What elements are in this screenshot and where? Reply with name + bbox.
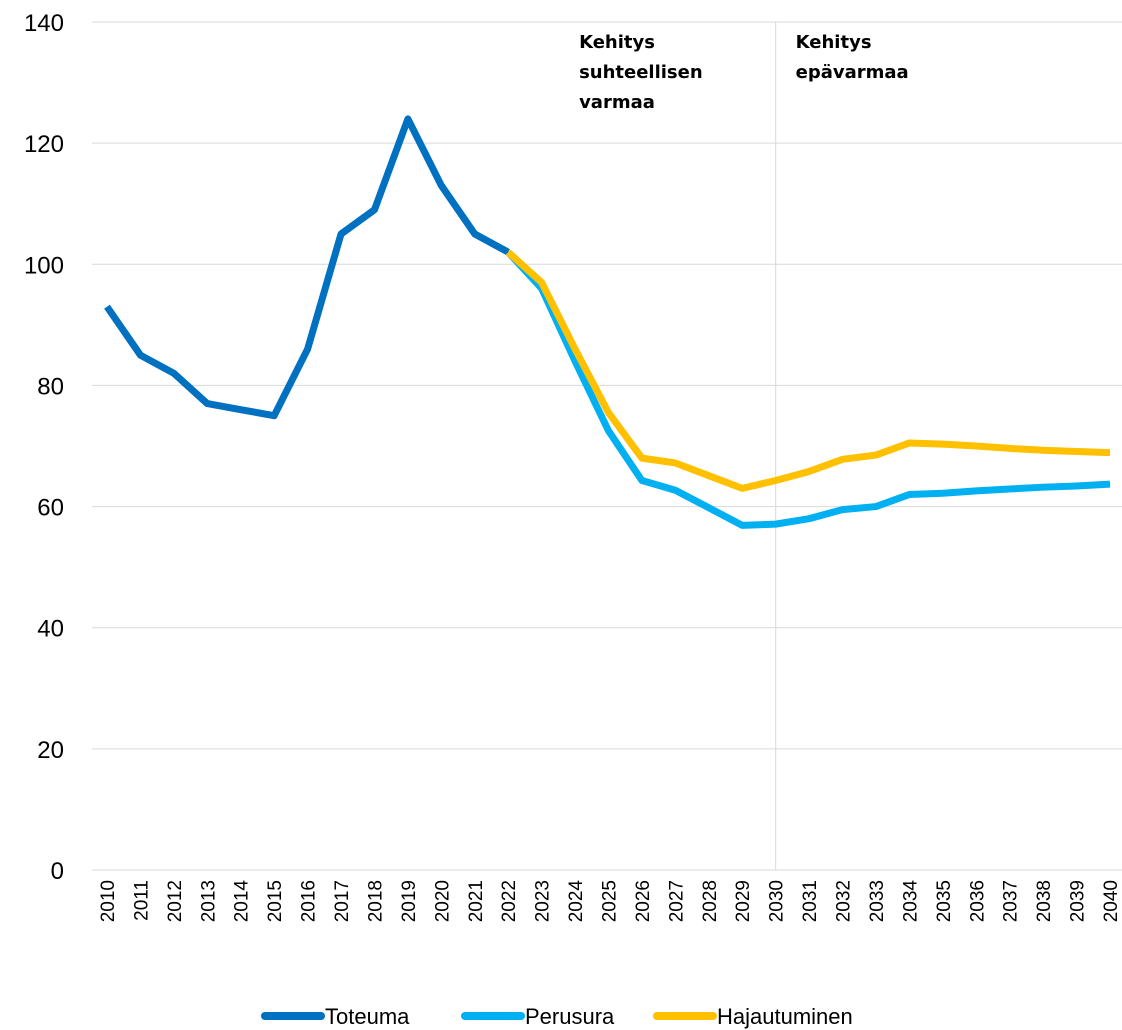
- x-tick-label: 2037: [1001, 880, 1022, 922]
- annotation: epävarmaa: [796, 62, 909, 83]
- x-tick-label: 2028: [700, 880, 721, 922]
- series-line: [505, 249, 1111, 492]
- y-tick-label: 80: [37, 373, 64, 400]
- x-tick-label: 2025: [600, 880, 621, 922]
- x-tick-label: 2015: [265, 880, 286, 922]
- x-tick-label: 2019: [399, 880, 420, 922]
- y-tick-label: 120: [24, 131, 64, 158]
- annotation: varmaa: [579, 92, 655, 113]
- x-tick-label: 2024: [566, 880, 587, 923]
- x-tick-label: 2022: [499, 880, 520, 922]
- y-tick-label: 100: [24, 252, 64, 279]
- x-tick-label: 2032: [834, 880, 855, 922]
- x-tick-label: 2034: [900, 880, 921, 923]
- series-line: [104, 115, 510, 420]
- y-tick-label: 60: [37, 495, 64, 522]
- legend-label: Perusura: [525, 1004, 615, 1029]
- series-line: [505, 249, 1111, 529]
- x-tick-label: 2011: [131, 880, 152, 921]
- x-tick-label: 2030: [767, 880, 788, 922]
- x-tick-label: 2035: [934, 880, 955, 922]
- y-tick-label: 20: [37, 737, 64, 764]
- x-tick-label: 2029: [733, 880, 754, 922]
- legend-label: Hajautuminen: [717, 1004, 853, 1029]
- x-tick-label: 2036: [967, 880, 988, 922]
- annotation: Kehitys: [579, 32, 655, 53]
- annotation: suhteellisen: [579, 62, 703, 83]
- x-tick-label: 2014: [232, 880, 253, 923]
- x-tick-label: 2033: [867, 880, 888, 922]
- x-tick-label: 2040: [1101, 880, 1122, 922]
- y-tick-label: 140: [24, 10, 64, 37]
- x-tick-label: 2027: [666, 880, 687, 922]
- x-tick-label: 2010: [98, 880, 119, 922]
- y-tick-label: 0: [51, 858, 64, 885]
- x-tick-label: 2026: [633, 880, 654, 922]
- x-tick-label: 2023: [533, 880, 554, 922]
- y-tick-label: 40: [37, 616, 64, 643]
- x-tick-label: 2018: [365, 880, 386, 922]
- x-tick-label: 2039: [1068, 880, 1089, 922]
- legend-label: Toteuma: [325, 1004, 410, 1029]
- x-tick-label: 2017: [332, 880, 353, 922]
- annotation: Kehitys: [796, 32, 872, 53]
- x-tick-label: 2038: [1034, 880, 1055, 922]
- x-tick-label: 2031: [800, 880, 821, 922]
- x-tick-label: 2021: [466, 880, 487, 922]
- x-tick-label: 2020: [432, 880, 453, 922]
- x-tick-label: 2016: [299, 880, 320, 922]
- x-tick-label: 2013: [198, 880, 219, 922]
- x-tick-label: 2012: [165, 880, 186, 922]
